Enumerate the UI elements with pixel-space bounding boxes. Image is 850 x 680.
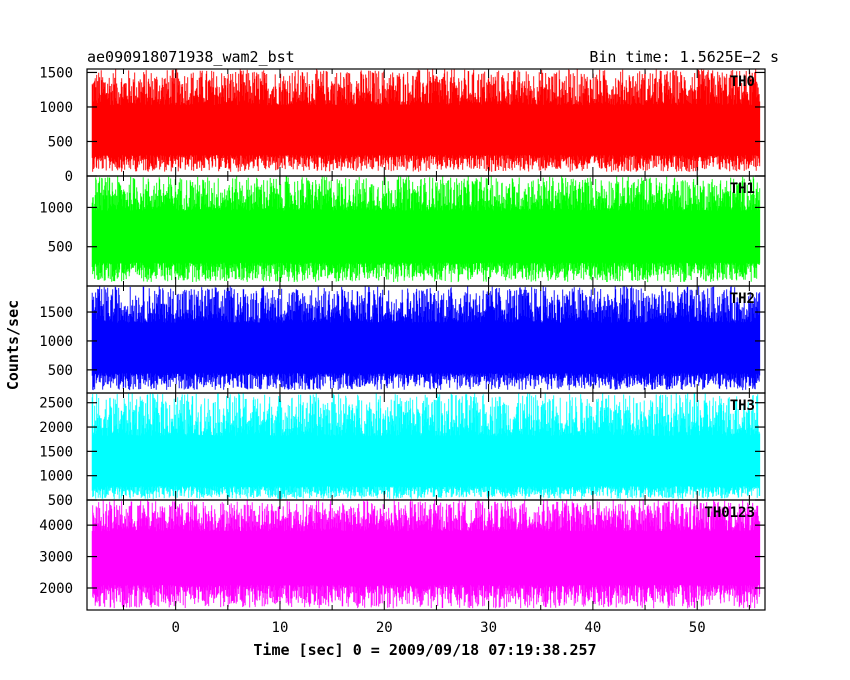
y-tick-label: 1000	[39, 334, 73, 350]
y-tick-label: 3000	[39, 550, 73, 566]
y-tick-label: 1500	[39, 305, 73, 321]
chart-title: ae090918071938_wam2_bst	[87, 48, 295, 66]
y-tick-label: 1000	[39, 200, 73, 216]
series-th3	[91, 393, 761, 499]
x-axis: 0 10 20 30 40 50	[171, 620, 705, 636]
panel-th1: 500 1000 TH1	[39, 175, 766, 287]
y-tick-label: 2000	[39, 420, 73, 436]
y-tick-label: 500	[48, 134, 73, 150]
panel-label-th3: TH3	[730, 398, 755, 414]
y-tick-label: 500	[48, 240, 73, 256]
x-axis-title: Time [sec] 0 = 2009/09/18 07:19:38.257	[253, 641, 596, 659]
panel-frame	[86, 499, 766, 611]
series-th0123	[91, 500, 761, 609]
panel-label-th1: TH1	[730, 181, 755, 197]
series-th2	[91, 286, 761, 391]
panel-label-th0: TH0	[730, 74, 755, 90]
panels-group: 050010001500TH05001000TH150010001500TH25…	[39, 65, 766, 611]
y-tick-label: 1000	[39, 100, 73, 116]
series-th1	[91, 176, 761, 283]
bin-time-label: Bin time: 1.5625E−2 s	[589, 48, 779, 66]
panel-th2: 500 1000 1500 TH2	[39, 285, 766, 394]
panel-label-th2: TH2	[730, 291, 755, 307]
x-tick-label: 40	[584, 620, 601, 636]
x-tick-label: 0	[171, 620, 179, 636]
y-tick-label: 500	[48, 363, 73, 379]
y-tick-label: 1000	[39, 469, 73, 485]
x-tick-label: 20	[376, 620, 393, 636]
x-tick-label: 30	[480, 620, 497, 636]
y-tick-label: 4000	[39, 518, 73, 534]
y-tick-label: 500	[48, 493, 73, 509]
x-tick-label: 50	[689, 620, 706, 636]
panel-th0: 0 500 1000 1500 TH0	[39, 65, 766, 185]
panel-label-th0123: TH0123	[704, 505, 755, 521]
panel-th3: 500 1000 1500 2000 2500 TH3	[39, 392, 766, 509]
series-th0	[91, 69, 761, 172]
y-tick-label: 0	[65, 169, 73, 185]
y-tick-label: 2500	[39, 396, 73, 412]
x-tick-label: 10	[272, 620, 289, 636]
y-tick-label: 1500	[39, 65, 73, 81]
panel-th0123: 2000 3000 4000 TH0123	[39, 499, 766, 611]
y-axis-title: Counts/sec	[4, 300, 22, 390]
y-tick-label: 1500	[39, 444, 73, 460]
y-tick-label: 2000	[39, 581, 73, 597]
